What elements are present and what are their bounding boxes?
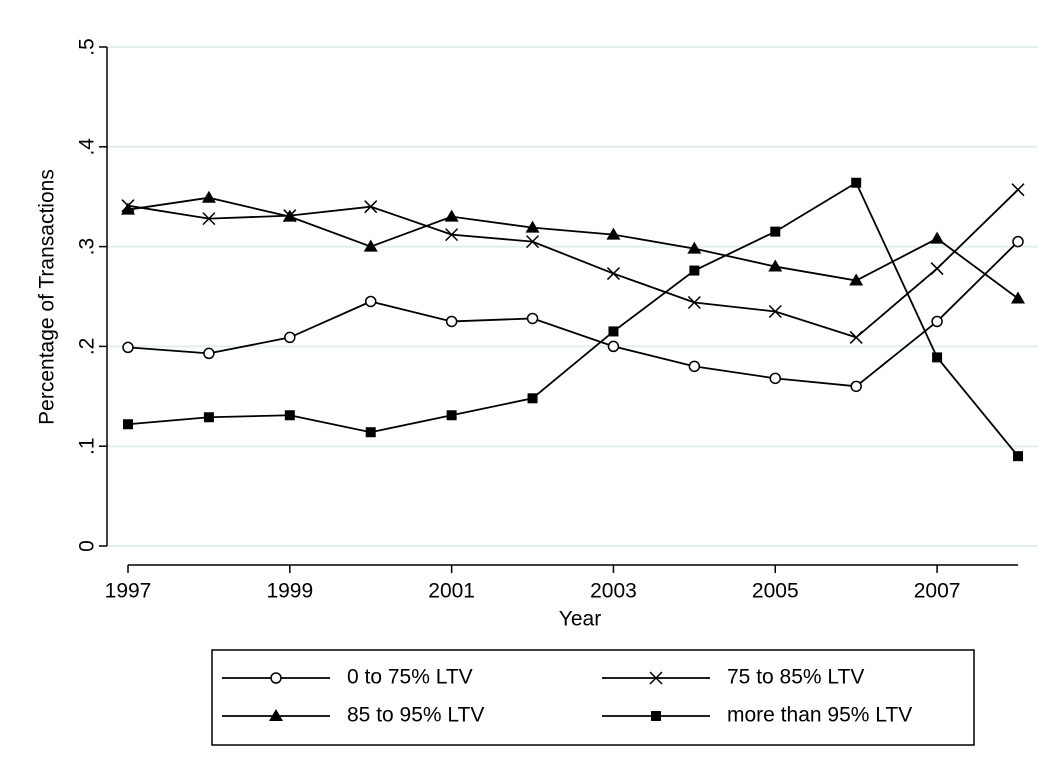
data-point [849,330,863,344]
data-point [122,341,134,354]
data-point [687,295,701,310]
legend-box [211,649,975,746]
x-tick-label: 2005 [752,580,799,603]
x-tick-label: 1997 [105,580,152,603]
legend-marker [270,672,282,684]
series-line [127,189,1019,339]
x-tick-label: 2007 [914,580,961,603]
data-point [363,239,378,252]
data-point [849,273,864,286]
data-point [282,209,297,222]
legend-marker [649,671,663,685]
data-point [123,419,133,430]
data-point [932,352,943,363]
data-point [930,262,944,276]
data-point [201,190,216,203]
data-point [203,347,215,360]
data-point [768,259,783,272]
y-tick-label: .3 [76,238,99,256]
data-point [850,380,862,393]
data-point [527,393,538,404]
data-point [526,312,539,325]
series-line [127,181,1019,457]
data-point [607,340,620,353]
data-point [364,200,378,214]
data-point [445,315,458,328]
y-tick-label: .2 [76,338,99,356]
data-point [606,227,621,240]
x-axis-title: Year [559,608,601,631]
y-tick-label: 0 [76,540,99,552]
legend-label: 0 to 75% LTV [347,666,473,689]
y-tick-label: .5 [76,38,99,56]
data-point [1011,291,1025,304]
x-tick-label: 2001 [428,580,475,603]
series-line [127,240,1019,388]
data-point [851,177,862,188]
data-point [769,372,782,385]
data-point [1011,183,1025,197]
data-point [1013,451,1023,462]
data-point [608,326,619,337]
legend-marker [269,709,283,721]
data-point [606,267,620,281]
data-point [525,220,540,233]
data-point [444,209,459,222]
data-point [446,410,457,421]
data-point [687,241,702,254]
data-point [526,235,540,249]
y-tick-label: .1 [76,437,99,455]
data-point [689,265,700,276]
data-point [930,231,945,244]
data-point [364,295,377,308]
data-point [121,202,135,215]
data-point [203,412,214,423]
data-point [284,331,296,344]
legend-marker [651,711,661,721]
data-point [445,228,459,242]
data-point [365,427,376,438]
data-point [768,304,782,319]
data-point [688,360,701,373]
legend-label: 75 to 85% LTV [727,666,864,689]
data-point [1012,235,1024,248]
series-line [127,196,1019,300]
x-tick-label: 1999 [266,580,313,603]
data-point [284,410,295,421]
data-point [202,212,216,226]
y-tick-label: .4 [76,138,99,156]
legend-label: more than 95% LTV [727,704,912,727]
legend-label: 85 to 95% LTV [347,704,484,727]
data-point [931,315,943,328]
x-tick-label: 2003 [590,580,637,603]
data-point [770,226,781,237]
y-axis-title: Percentage of Transactions [36,169,59,425]
